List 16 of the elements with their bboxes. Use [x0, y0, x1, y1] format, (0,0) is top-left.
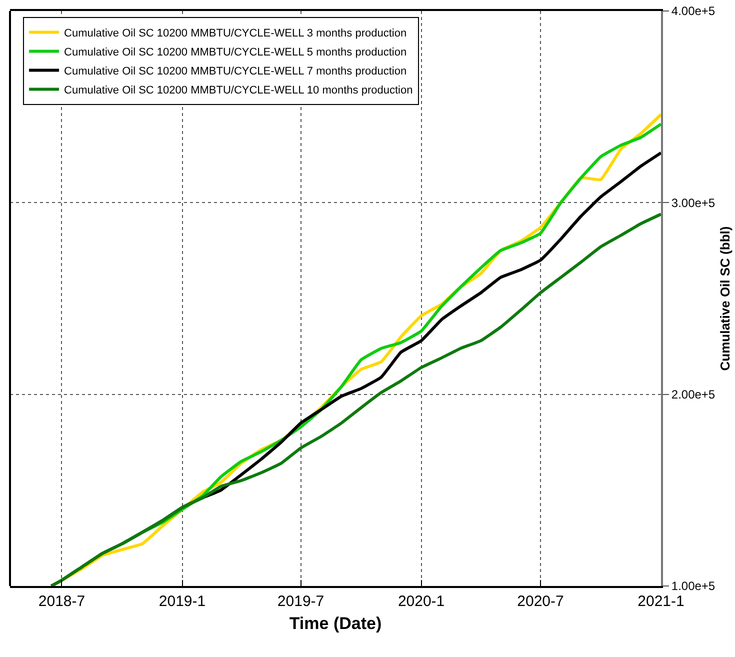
x-tick-label: 2019-1 — [158, 593, 206, 610]
legend-label: Cumulative Oil SC 10200 MMBTU/CYCLE-WELL 5 months production — [64, 46, 407, 59]
x-tick-label: 2020-1 — [398, 593, 445, 610]
x-tick-label: 2021-1 — [638, 593, 684, 610]
x-tick-label: 2018-7 — [38, 593, 86, 610]
y-tick-label: 4.00e+5 — [671, 4, 716, 18]
y-tick-label: 1.00e+5 — [671, 579, 716, 594]
legend-label: Cumulative Oil SC 10200 MMBTU/CYCLE-WELL 3 months production — [64, 28, 407, 40]
x-tick-label: 2020-7 — [517, 593, 564, 610]
x-tick-label: 2019-7 — [277, 593, 324, 610]
y-axis-title: Cumulative Oil SC (bbl) — [718, 226, 733, 371]
legend-label: Cumulative Oil SC 10200 MMBTU/CYCLE-WELL 10 months production — [64, 84, 413, 97]
y-tick-label: 3.00e+5 — [671, 196, 716, 210]
y-tick-label: 2.00e+5 — [671, 388, 716, 402]
x-axis-title: Time (Date) — [289, 614, 382, 633]
legend-label: Cumulative Oil SC 10200 MMBTU/CYCLE-WELL 7 months production — [64, 66, 407, 78]
